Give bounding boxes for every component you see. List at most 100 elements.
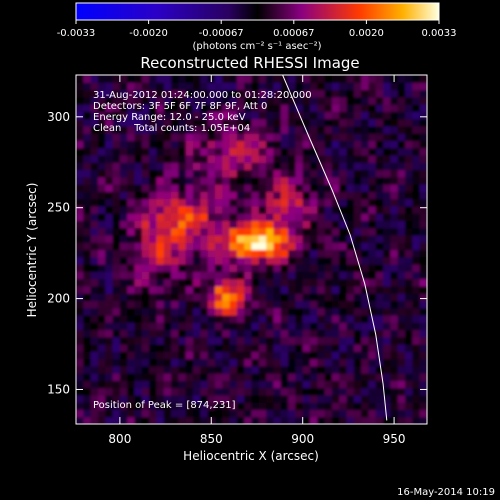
heatmap-cell: [302, 213, 311, 222]
heatmap-cell: [405, 358, 413, 367]
heatmap-cell: [288, 293, 296, 301]
heatmap-cell: [310, 104, 318, 112]
heatmap-cell: [412, 278, 421, 287]
heatmap-cell: [258, 198, 267, 207]
heatmap-cell: [288, 380, 296, 389]
heatmap-cell: [317, 409, 326, 418]
heatmap-cell: [119, 147, 128, 156]
heatmap-cell: [310, 373, 318, 381]
heatmap-cell: [361, 184, 370, 192]
heatmap-cell: [412, 264, 421, 272]
heatmap-cell: [317, 314, 326, 323]
heatmap-cell: [405, 285, 413, 294]
heatmap-cell: [324, 118, 333, 127]
heatmap-cell: [368, 249, 377, 258]
heatmap-cell: [302, 205, 311, 214]
heatmap-cell: [361, 409, 370, 418]
heatmap-cell: [229, 227, 238, 236]
heatmap-cell: [375, 213, 384, 222]
heatmap-cell: [90, 234, 99, 243]
heatmap-cell: [317, 387, 326, 396]
heatmap-cell: [390, 205, 399, 214]
heatmap-cell: [280, 409, 289, 418]
heatmap-cell: [229, 213, 238, 222]
heatmap-cell: [185, 220, 194, 229]
heatmap-cell: [214, 365, 223, 374]
heatmap-cell: [244, 96, 253, 105]
heatmap-cell: [207, 162, 216, 171]
heatmap-cell: [419, 307, 427, 316]
heatmap-cell: [295, 380, 304, 389]
heatmap-cell: [185, 118, 194, 127]
heatmap-cell: [266, 387, 275, 396]
heatmap-cell: [76, 104, 84, 112]
heatmap-cell: [280, 198, 289, 207]
heatmap-cell: [383, 271, 392, 280]
heatmap-cell: [83, 271, 92, 280]
heatmap-cell: [288, 285, 296, 294]
heatmap-cell: [200, 154, 209, 163]
heatmap-cell: [112, 227, 121, 236]
heatmap-cell: [171, 416, 179, 424]
heatmap-cell: [361, 111, 370, 120]
heatmap-cell: [236, 380, 245, 389]
heatmap-cell: [258, 205, 267, 214]
heatmap-cell: [90, 118, 99, 127]
heatmap-cell: [244, 249, 253, 258]
heatmap-cell: [134, 89, 143, 98]
heatmap-cell: [295, 256, 304, 265]
heatmap-cell: [236, 249, 245, 258]
heatmap-cell: [405, 234, 413, 243]
heatmap-cell: [185, 111, 194, 120]
heatmap-cell: [119, 205, 128, 214]
heatmap-cell: [83, 402, 92, 411]
heatmap-cell: [112, 176, 121, 185]
heatmap-cell: [119, 242, 128, 251]
heatmap-cell: [258, 264, 267, 272]
heatmap-cell: [266, 234, 275, 243]
heatmap-cell: [405, 380, 413, 389]
heatmap-cell: [171, 147, 179, 156]
heatmap-cell: [317, 104, 326, 112]
heatmap-cell: [375, 169, 384, 178]
heatmap-cell: [266, 394, 275, 403]
heatmap-cell: [90, 198, 99, 207]
heatmap-cell: [105, 89, 114, 98]
heatmap-cell: [412, 336, 421, 345]
heatmap-cell: [324, 380, 333, 389]
heatmap-cell: [141, 213, 150, 222]
heatmap-cell: [171, 249, 179, 258]
heatmap-cell: [214, 344, 223, 352]
heatmap-cell: [405, 271, 413, 280]
heatmap-cell: [295, 169, 304, 178]
heatmap-cell: [207, 176, 216, 185]
heatmap-cell: [419, 220, 427, 229]
heatmap-cell: [193, 278, 201, 287]
heatmap-cell: [105, 373, 114, 381]
heatmap-cell: [280, 394, 289, 403]
heatmap-cell: [163, 358, 172, 367]
heatmap-cell: [368, 322, 377, 331]
heatmap-cell: [375, 234, 384, 243]
heatmap-cell: [310, 322, 318, 331]
heatmap-cell: [236, 351, 245, 360]
heatmap-cell: [251, 162, 260, 171]
heatmap-cell: [346, 351, 355, 360]
heatmap-cell: [258, 285, 267, 294]
heatmap-cell: [119, 118, 128, 127]
heatmap-cell: [90, 89, 99, 98]
heatmap-cell: [127, 322, 136, 331]
heatmap-cell: [353, 169, 362, 178]
heatmap-cell: [317, 176, 326, 185]
heatmap-cell: [149, 140, 158, 149]
heatmap-cell: [258, 89, 267, 98]
heatmap-cell: [185, 365, 194, 374]
heatmap-cell: [280, 96, 289, 105]
heatmap-cell: [76, 147, 84, 156]
heatmap-cell: [207, 133, 216, 142]
x-tick-label: 900: [291, 432, 314, 446]
heatmap-cell: [368, 271, 377, 280]
heatmap-cell: [295, 234, 304, 243]
heatmap-cell: [214, 394, 223, 403]
heatmap-cell: [119, 213, 128, 222]
